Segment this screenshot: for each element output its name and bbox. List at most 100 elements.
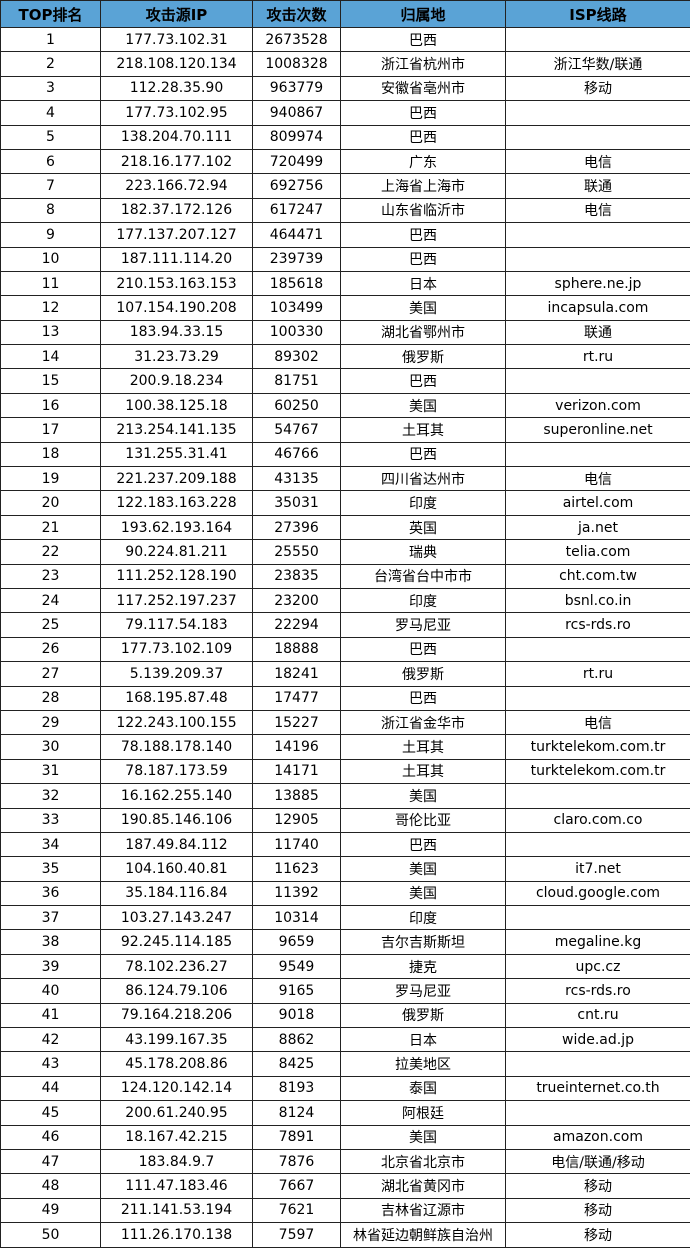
table-cell: 四川省达州市 xyxy=(340,466,506,492)
table-cell: wide.ad.jp xyxy=(505,1027,690,1053)
table-cell: 7621 xyxy=(252,1197,341,1224)
table-cell: 210.153.163.153 xyxy=(100,270,253,297)
table-row: 3 112.28.35.90 963779 安徽省亳州市 移动 xyxy=(0,75,690,102)
table-cell: 100330 xyxy=(252,319,341,346)
table-cell: ja.net xyxy=(505,514,690,541)
header-cell: 攻击次数 xyxy=(252,0,341,28)
table-row: 46 18.167.42.215 7891 美国 amazon.com xyxy=(0,1124,690,1150)
table-cell xyxy=(505,441,690,468)
table-row: 47 183.84.9.7 7876 北京省北京市 电信/联通/移动 xyxy=(0,1148,690,1175)
table-row: 35 104.160.40.81 11623 美国 it7.net xyxy=(0,856,690,882)
table-cell: 巴西 xyxy=(340,26,506,53)
table-cell: 177.73.102.109 xyxy=(100,636,253,663)
table-cell: 土耳其 xyxy=(340,417,506,443)
table-cell: 美国 xyxy=(340,295,506,321)
table-cell: 177.73.102.31 xyxy=(100,26,253,53)
table-cell: 23835 xyxy=(252,563,341,589)
table-cell: 940867 xyxy=(252,100,341,126)
table-cell: 31 xyxy=(0,758,101,785)
table-cell: 美国 xyxy=(340,1124,506,1150)
table-cell: cloud.google.com xyxy=(505,880,690,907)
table-cell: 18241 xyxy=(252,661,341,687)
table-cell: 47 xyxy=(0,1148,101,1175)
table-row: 4 177.73.102.95 940867 巴西 xyxy=(0,100,690,126)
table-cell: 巴西 xyxy=(340,100,506,126)
table-cell: 218.108.120.134 xyxy=(100,51,253,77)
table-cell: 广东 xyxy=(340,148,506,175)
table-cell: 13885 xyxy=(252,783,341,809)
table-cell: superonline.net xyxy=(505,417,690,443)
table-cell: 35031 xyxy=(252,490,341,516)
table-cell: 25 xyxy=(0,612,101,638)
table-cell: 日本 xyxy=(340,1027,506,1053)
table-row: 22 90.224.81.211 25550 瑞典 telia.com xyxy=(0,539,690,565)
table-cell: 103.27.143.247 xyxy=(100,905,253,931)
table-cell: 200.61.240.95 xyxy=(100,1100,253,1126)
table-cell: 239739 xyxy=(252,246,341,272)
table-row: 31 78.187.173.59 14171 土耳其 turktelekom.com.t… xyxy=(0,758,690,785)
table-cell: 11 xyxy=(0,270,101,297)
table-cell: 78.188.178.140 xyxy=(100,734,253,760)
table-cell: 21 xyxy=(0,514,101,541)
table-cell: 电信 xyxy=(505,709,690,736)
table-cell: 哥伦比亚 xyxy=(340,807,506,833)
table-cell: 26 xyxy=(0,636,101,663)
table-cell: 巴西 xyxy=(340,685,506,711)
table-cell: rt.ru xyxy=(505,661,690,687)
table-cell: 23200 xyxy=(252,587,341,614)
table-cell: 33 xyxy=(0,807,101,833)
table-cell: 34 xyxy=(0,831,101,858)
table-cell xyxy=(505,100,690,126)
table-cell: 48 xyxy=(0,1173,101,1199)
table-cell: 31.23.73.29 xyxy=(100,344,253,370)
table-cell: rcs-rds.ro xyxy=(505,612,690,638)
table-cell: 9659 xyxy=(252,929,341,955)
table-cell: 7 xyxy=(0,173,101,199)
table-cell: 692756 xyxy=(252,173,341,199)
header-cell: ISP线路 xyxy=(505,0,690,28)
table-row: 49 211.141.53.194 7621 吉林省辽源市 移动 xyxy=(0,1197,690,1224)
table-cell: 9549 xyxy=(252,953,341,980)
table-cell: 16.162.255.140 xyxy=(100,783,253,809)
table-cell xyxy=(505,26,690,53)
table-cell: 78.102.236.27 xyxy=(100,953,253,980)
table-cell: 79.164.218.206 xyxy=(100,1002,253,1029)
table-cell xyxy=(505,636,690,663)
table-cell: claro.com.co xyxy=(505,807,690,833)
table-cell: 36 xyxy=(0,880,101,907)
table-cell: 9 xyxy=(0,222,101,248)
table-row: 12 107.154.190.208 103499 美国 incapsula.com xyxy=(0,295,690,321)
table-cell: 罗马尼亚 xyxy=(340,978,506,1004)
table-cell: 7891 xyxy=(252,1124,341,1150)
table-row: 17 213.254.141.135 54767 土耳其 superonline.net xyxy=(0,417,690,443)
table-cell: 捷克 xyxy=(340,953,506,980)
table-cell: 37 xyxy=(0,905,101,931)
table-cell: 38 xyxy=(0,929,101,955)
table-cell: 11392 xyxy=(252,880,341,907)
table-cell: 浙江省金华市 xyxy=(340,709,506,736)
table-cell: 9165 xyxy=(252,978,341,1004)
table-cell: 45 xyxy=(0,1100,101,1126)
table-cell: 印度 xyxy=(340,587,506,614)
table-cell xyxy=(505,124,690,150)
table-cell: 移动 xyxy=(505,1222,690,1248)
table-cell: 223.166.72.94 xyxy=(100,173,253,199)
table-cell: 177.73.102.95 xyxy=(100,100,253,126)
table-row: 50 111.26.170.138 7597 林省延边朝鲜族自治州 移动 xyxy=(0,1222,690,1248)
table-cell: 54767 xyxy=(252,417,341,443)
table-cell: 台湾省台中市市 xyxy=(340,563,506,589)
table-cell: 7597 xyxy=(252,1222,341,1248)
table-cell: 22 xyxy=(0,539,101,565)
table-row: 1 177.73.102.31 2673528 巴西 xyxy=(0,26,690,53)
table-cell: 山东省临沂市 xyxy=(340,197,506,224)
table-row: 14 31.23.73.29 89302 俄罗斯 rt.ru xyxy=(0,344,690,370)
table-cell: 81751 xyxy=(252,368,341,394)
table-cell: 60250 xyxy=(252,392,341,419)
table-cell: 拉美地区 xyxy=(340,1051,506,1077)
table-cell: 美国 xyxy=(340,392,506,419)
table-cell: airtel.com xyxy=(505,490,690,516)
table-cell: 7667 xyxy=(252,1173,341,1199)
table-cell: 移动 xyxy=(505,75,690,102)
table-cell: 111.47.183.46 xyxy=(100,1173,253,1199)
table-cell: 89302 xyxy=(252,344,341,370)
